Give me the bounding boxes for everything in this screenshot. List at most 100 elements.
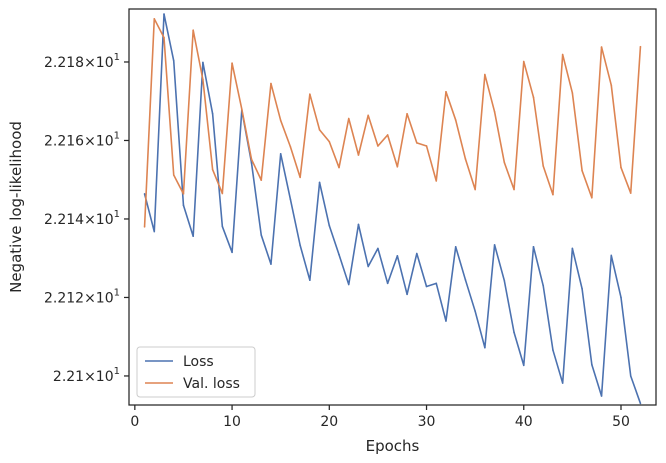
data-point bbox=[250, 158, 253, 161]
data-point bbox=[571, 247, 574, 250]
data-point bbox=[192, 235, 194, 238]
data-point bbox=[367, 114, 369, 117]
data-point bbox=[396, 255, 399, 257]
data-point bbox=[493, 244, 496, 246]
plot-frame bbox=[128, 8, 657, 406]
data-point bbox=[299, 176, 301, 179]
data-point bbox=[591, 363, 593, 366]
series-line bbox=[143, 18, 642, 227]
data-point bbox=[163, 36, 165, 39]
data-point bbox=[484, 346, 486, 349]
data-point bbox=[357, 154, 360, 156]
data-point bbox=[202, 61, 204, 64]
data-point bbox=[503, 161, 506, 164]
data-point bbox=[328, 224, 331, 227]
data-point bbox=[445, 91, 447, 93]
data-point bbox=[338, 166, 340, 169]
x-tick-label: 40 bbox=[515, 414, 533, 430]
data-point bbox=[279, 153, 282, 155]
data-point bbox=[454, 119, 457, 121]
data-point bbox=[250, 162, 253, 164]
data-point bbox=[474, 188, 476, 191]
data-point bbox=[522, 60, 525, 63]
data-point bbox=[318, 181, 321, 184]
y-tick-label: 2.212×101 bbox=[44, 287, 120, 306]
series-layer bbox=[143, 13, 642, 405]
data-point bbox=[260, 179, 263, 181]
data-point bbox=[454, 246, 457, 248]
data-point bbox=[416, 142, 418, 144]
x-tick-label: 10 bbox=[223, 414, 241, 430]
data-point bbox=[347, 117, 350, 120]
y-axis-title: Negative log-likelihood bbox=[7, 121, 25, 293]
data-point bbox=[153, 230, 156, 233]
data-point bbox=[425, 285, 428, 288]
data-point bbox=[629, 375, 632, 377]
legend: Loss Val. loss bbox=[136, 346, 256, 398]
data-point bbox=[464, 158, 467, 160]
data-point bbox=[182, 204, 185, 207]
data-point bbox=[338, 253, 340, 256]
data-point bbox=[435, 282, 438, 285]
data-point bbox=[192, 29, 194, 31]
data-point bbox=[347, 283, 350, 286]
data-point bbox=[513, 331, 515, 334]
data-point bbox=[435, 180, 438, 182]
data-point bbox=[328, 140, 331, 143]
data-point bbox=[503, 279, 506, 282]
data-point bbox=[513, 188, 515, 191]
data-point bbox=[172, 60, 175, 62]
legend-label: Val. loss bbox=[183, 376, 240, 392]
data-point bbox=[172, 174, 175, 176]
data-point bbox=[610, 84, 613, 86]
data-point bbox=[552, 349, 554, 351]
data-point bbox=[639, 402, 642, 405]
data-point bbox=[231, 251, 233, 254]
data-point bbox=[309, 279, 311, 281]
data-point bbox=[309, 93, 311, 95]
data-point bbox=[386, 282, 389, 285]
data-point bbox=[221, 192, 224, 195]
data-point bbox=[377, 247, 379, 250]
x-tick-label: 30 bbox=[418, 414, 436, 430]
data-point bbox=[406, 112, 408, 115]
data-point bbox=[318, 129, 321, 131]
data-point bbox=[542, 165, 545, 167]
y-tick-label: 2.214×101 bbox=[44, 209, 120, 228]
x-axis: 0 10 20 30 40 50 bbox=[130, 405, 630, 430]
data-point bbox=[289, 145, 292, 148]
data-point bbox=[561, 53, 564, 56]
data-point bbox=[367, 265, 369, 268]
data-point bbox=[211, 168, 214, 171]
data-point bbox=[357, 223, 360, 226]
data-point bbox=[532, 246, 535, 248]
data-point bbox=[279, 119, 282, 122]
data-point bbox=[396, 165, 399, 168]
x-axis-title: Epochs bbox=[366, 437, 420, 455]
data-point bbox=[600, 46, 603, 48]
data-point bbox=[610, 254, 613, 257]
data-point bbox=[163, 13, 165, 15]
data-point bbox=[561, 382, 564, 384]
data-point bbox=[182, 193, 185, 195]
data-point bbox=[629, 192, 632, 194]
data-point bbox=[484, 73, 486, 76]
data-point bbox=[493, 111, 496, 113]
data-point bbox=[221, 225, 224, 228]
data-point bbox=[600, 395, 603, 397]
data-point bbox=[445, 320, 447, 322]
legend-label: Loss bbox=[183, 354, 214, 370]
data-point bbox=[231, 62, 233, 64]
data-point bbox=[260, 234, 263, 236]
data-point bbox=[639, 45, 642, 48]
data-point bbox=[289, 198, 292, 201]
y-axis: 2.21×101 2.212×101 2.214×101 2.216×101 2.218… bbox=[44, 52, 129, 385]
data-point bbox=[153, 18, 156, 20]
data-point bbox=[270, 263, 272, 265]
data-point bbox=[299, 244, 301, 247]
data-point bbox=[143, 226, 146, 228]
legend-box bbox=[136, 346, 256, 398]
data-point bbox=[571, 92, 574, 94]
data-point bbox=[581, 169, 583, 172]
